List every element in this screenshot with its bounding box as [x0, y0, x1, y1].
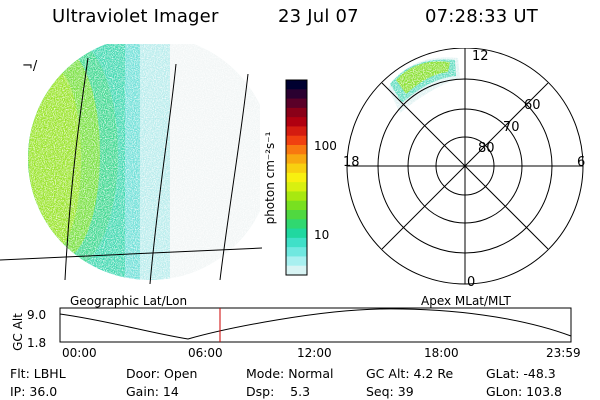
apex-label: Apex MLat/MLT — [421, 294, 511, 308]
colorbar-tick-10: 10 — [314, 228, 330, 242]
instrument-title: Ultraviolet Imager — [52, 6, 219, 27]
x-tick-2359: 23:59 — [546, 346, 581, 360]
geographic-label: Geographic Lat/Lon — [70, 294, 188, 308]
colorbar-cell — [286, 98, 307, 109]
time-label: 07:28:33 UT — [425, 6, 538, 27]
colorbar-cell — [286, 163, 307, 174]
colorbar-cell — [286, 210, 307, 220]
altitude-curve — [59, 308, 572, 340]
colorbar-label: photon cm⁻²s⁻¹ — [263, 131, 277, 224]
colorbar-cell — [286, 154, 307, 165]
door-status: Door: Open — [126, 366, 198, 381]
lat-label-80: 80 — [478, 141, 495, 156]
altitude-ylabel: GC Alt — [11, 313, 25, 351]
colorbar-cell — [286, 89, 307, 100]
mlt-label-0: 0 — [467, 275, 475, 290]
ip-status: IP: 36.0 — [10, 384, 58, 399]
colorbar-cell — [286, 237, 307, 248]
colorbar-cell — [286, 191, 307, 202]
mode-status: Mode: Normal — [246, 366, 334, 381]
colorbar-cell — [286, 117, 307, 128]
altitude-ytick-low: 1.8 — [27, 336, 46, 350]
gain-status: Gain: 14 — [126, 384, 179, 399]
colorbar-cell — [286, 126, 307, 137]
colorbar-cell — [286, 256, 307, 267]
altitude-ytick-high: 9.0 — [27, 308, 46, 322]
seq-status: Seq: 39 — [366, 384, 414, 399]
lat-label-70: 70 — [503, 120, 520, 135]
polar-grid — [346, 48, 584, 285]
colorbar-cell — [286, 182, 307, 193]
polar-uv-patch — [380, 48, 470, 118]
colorbar-cell — [286, 200, 307, 211]
colorbar-cell — [286, 219, 307, 230]
colorbar-cell — [286, 135, 307, 146]
glon-status: GLon: 103.8 — [486, 384, 562, 399]
colorbar: photon cm⁻²s⁻¹ — [263, 79, 308, 276]
gc-alt-status: GC Alt: 4.2 Re — [366, 366, 454, 381]
colorbar-cell — [286, 265, 307, 276]
geographic-grid — [0, 57, 262, 285]
colorbar-cell — [286, 107, 307, 118]
uv-disk — [28, 44, 260, 280]
date-label: 23 Jul 07 — [278, 6, 359, 27]
corner-glyph: ¬/ — [22, 59, 38, 74]
x-tick-1800: 18:00 — [424, 346, 459, 360]
geographic-image: ¬/ — [0, 44, 262, 285]
colorbar-cell — [286, 80, 307, 90]
x-tick-0600: 06:00 — [188, 346, 223, 360]
altitude-plot: GC Alt 9.0 1.8 — [11, 307, 572, 351]
polar-plot: 12 18 6 0 60 70 80 — [343, 48, 585, 290]
colorbar-cell — [286, 145, 307, 155]
flt-status: Flt: LBHL — [10, 366, 66, 381]
colorbar-tick-100: 100 — [314, 139, 337, 153]
x-tick-1200: 12:00 — [297, 346, 332, 360]
lat-label-60: 60 — [524, 98, 541, 113]
dsp-status: Dsp: 5.3 — [246, 384, 311, 399]
colorbar-cell — [286, 247, 307, 258]
mlt-label-18: 18 — [343, 155, 360, 170]
colorbar-cell — [286, 172, 307, 183]
mlt-label-12: 12 — [472, 49, 489, 64]
x-tick-0000: 00:00 — [62, 346, 97, 360]
mlt-label-6: 6 — [577, 155, 585, 170]
glat-status: GLat: -48.3 — [486, 366, 556, 381]
colorbar-scale — [286, 80, 307, 276]
colorbar-cell — [286, 228, 307, 239]
